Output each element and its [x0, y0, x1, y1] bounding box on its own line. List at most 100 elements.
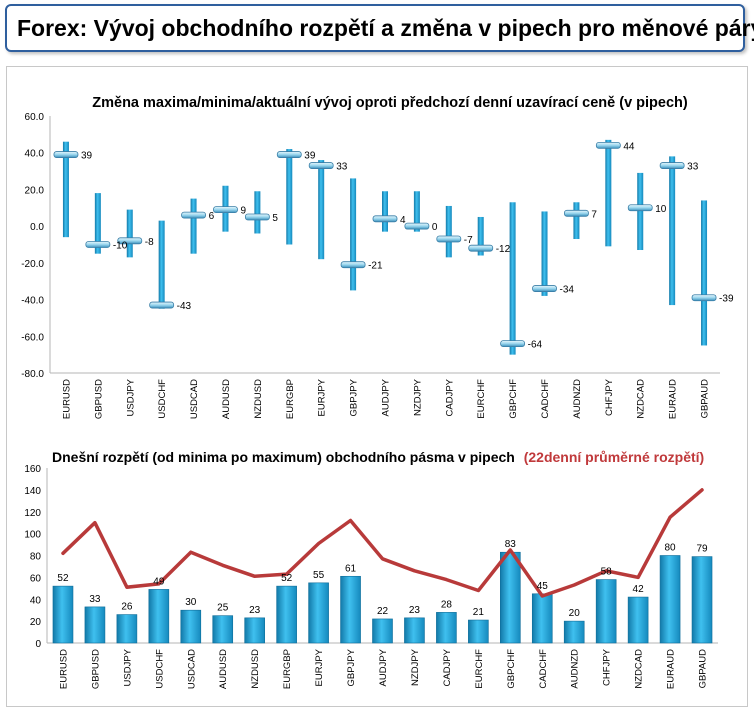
current-marker-usdjpy	[117, 237, 143, 245]
spread-bar-cadchf	[531, 593, 553, 644]
spread-data-label: 22	[377, 606, 389, 617]
range-bar-gbpjpy	[350, 178, 357, 291]
range-bar-nzdusd	[254, 191, 261, 234]
current-marker-gbpusd	[85, 241, 111, 248]
range-x-label-gbpusd: GBPUSD	[93, 379, 104, 419]
page-title: Forex: Vývoj obchodního rozpětí a změna …	[17, 15, 754, 41]
spread-x-label-audjpy: AUDJPY	[378, 648, 389, 686]
current-marker-cadchf	[532, 285, 557, 292]
spread-data-label: 52	[281, 573, 293, 584]
spread-chart-x-labels: EURUSD GBPUSD USDJPY USDCHF USDCAD AUDUSD NZDU…	[58, 648, 708, 689]
spread-data-label: 52	[57, 573, 69, 584]
spread-bar-euraud	[659, 555, 681, 644]
spread-chart-title: Dnešní rozpětí (od minima po maximum) ob…	[52, 449, 704, 465]
spread-x-label-nzdjpy: NZDJPY	[410, 648, 421, 686]
range-chart-y-tick-label: -20.0	[21, 259, 44, 270]
range-chart-y-tick-label: 40.0	[25, 149, 45, 160]
range-bar-euraud	[669, 156, 676, 306]
range-x-label-nzdjpy: NZDJPY	[412, 378, 423, 416]
spread-data-label: 49	[153, 576, 165, 587]
range-data-label: 5	[272, 213, 278, 224]
range-bar-chfjpy	[605, 139, 612, 247]
current-marker-nzdjpy	[404, 222, 430, 230]
spread-x-label-gbpchf: GBPCHF	[506, 649, 517, 689]
spread-bar-cadjpy	[436, 612, 457, 644]
range-data-label: 9	[240, 206, 246, 217]
range-x-label-audjpy: AUDJPY	[381, 378, 392, 416]
range-x-label-cadchf: CADCHF	[540, 379, 551, 419]
spread-bar-eurusd	[52, 585, 74, 644]
spread-x-label-cadchf: CADCHF	[538, 649, 549, 689]
spread-x-label-eurjpy: EURJPY	[314, 648, 325, 686]
spread-x-label-gbpaud: GBPAUD	[698, 649, 709, 689]
current-marker-eurjpy	[308, 162, 334, 169]
range-data-label: 10	[655, 204, 667, 215]
spread-x-label-eurgbp: EURGBP	[282, 649, 293, 689]
spread-chart-y-tick-label: 80	[30, 552, 42, 563]
range-data-label: 7	[591, 209, 597, 220]
spread-x-label-usdjpy: USDJPY	[122, 648, 133, 686]
spread-bar-nzdusd	[244, 617, 265, 644]
spread-data-label: 79	[696, 544, 708, 555]
spread-chart-average-line	[61, 488, 704, 598]
current-marker-euraud	[659, 162, 685, 169]
range-data-label: -12	[496, 244, 511, 255]
range-chart-y-tick-label: 0.0	[30, 222, 44, 233]
spread-bar-nzdjpy	[404, 617, 425, 644]
range-data-label: -21	[368, 261, 383, 272]
range-bar-gbpaud	[701, 200, 708, 346]
spread-bar-chfjpy	[595, 579, 617, 644]
spread-data-label: 80	[665, 543, 677, 554]
spread-bar-usdjpy	[116, 614, 138, 644]
spread-chart-bars	[52, 551, 713, 644]
spread-chart-y-tick-label: 40	[30, 595, 42, 606]
range-bar-eurusd	[62, 141, 69, 238]
range-x-label-nzdcad: NZDCAD	[636, 379, 647, 419]
current-marker-usdchf	[149, 301, 175, 309]
range-x-label-eurusd: EURUSD	[61, 379, 72, 419]
range-chart-y-tick-label: -60.0	[21, 332, 44, 343]
range-bar-eurgbp	[286, 149, 293, 245]
range-x-label-eurgbp: EURGBP	[285, 379, 296, 419]
spread-data-label: 58	[601, 567, 613, 578]
range-x-label-euraud: EURAUD	[668, 379, 679, 419]
spread-chart: Dnešní rozpětí (od minima po maximum) ob…	[24, 449, 718, 689]
range-x-label-audnzd: AUDNZD	[572, 379, 583, 419]
current-marker-eurusd	[53, 151, 79, 158]
current-marker-chfjpy	[595, 141, 621, 149]
spread-data-label: 21	[473, 607, 485, 618]
range-data-label: 6	[209, 211, 215, 222]
current-marker-eurchf	[468, 244, 494, 252]
spread-data-label: 61	[345, 563, 357, 574]
range-data-label: 39	[81, 151, 93, 162]
range-bar-nzdcad	[637, 172, 644, 251]
spread-x-label-cadjpy: CADJPY	[442, 648, 453, 686]
spread-x-label-nzdusd: NZDUSD	[250, 649, 261, 689]
range-bar-usdjpy	[126, 209, 133, 258]
spread-data-label: 30	[185, 597, 197, 608]
range-bar-eurjpy	[318, 160, 325, 260]
spread-bar-audjpy	[372, 618, 393, 644]
range-chart: Změna maxima/minima/aktuální vývoj oprot…	[21, 95, 734, 419]
spread-x-label-chfjpy: CHFJPY	[602, 648, 613, 686]
range-data-label: -64	[528, 340, 543, 351]
range-bar-cadchf	[541, 211, 548, 296]
header-box: Forex: Vývoj obchodního rozpětí a změna …	[5, 4, 754, 52]
average-range-line	[61, 488, 704, 598]
spread-bar-eurchf	[468, 619, 489, 644]
spread-bar-nzdcad	[627, 596, 649, 644]
spread-chart-y-ticks: 160 140 120 100 80 60 40 20 0	[24, 464, 41, 650]
range-chart-y-ticks: 60.0 40.0 20.0 0.0 -20.0 -40.0 -60.0 -80.0	[21, 112, 44, 380]
range-chart-y-tick-label: -40.0	[21, 296, 44, 307]
current-marker-eurgbp	[276, 151, 302, 158]
range-data-label: -39	[719, 294, 734, 305]
range-data-label: -10	[113, 241, 128, 252]
range-bar-usdchf	[158, 220, 165, 309]
spread-data-label: 28	[441, 599, 453, 610]
range-data-label: -8	[145, 237, 154, 248]
range-x-label-usdcad: USDCAD	[189, 379, 200, 419]
spread-x-label-gbpjpy: GBPJPY	[346, 648, 357, 686]
range-data-label: 4	[400, 215, 406, 226]
spread-x-label-usdchf: USDCHF	[154, 649, 165, 689]
range-chart-bars	[62, 139, 708, 355]
